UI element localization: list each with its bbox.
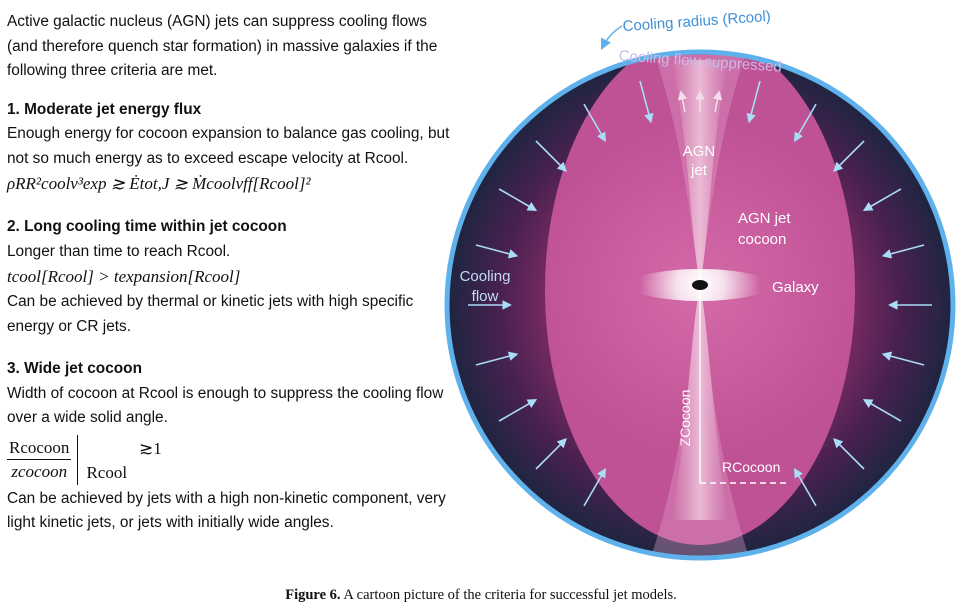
label-galaxy: Galaxy bbox=[772, 279, 819, 296]
inflow-arrow bbox=[862, 188, 902, 211]
outflow-arrow-left bbox=[677, 90, 688, 113]
criteria-text-column: Active galactic nucleus (AGN) jets can s… bbox=[7, 10, 457, 536]
inflow-arrow bbox=[498, 399, 538, 422]
label-r-cocoon: RCocoon bbox=[722, 459, 780, 475]
intro-paragraph: Active galactic nucleus (AGN) jets can s… bbox=[7, 13, 438, 79]
inflow-arrow bbox=[583, 467, 606, 507]
criterion-1-equation: ρRR²coolv³exp ≳ Ėtot,J ≳ Ṁcoolvff[Rcool]… bbox=[7, 174, 311, 193]
label-agn: AGN bbox=[683, 143, 716, 160]
criterion-3-equation: Rcocoon zcocoon Rcool ≳1 bbox=[7, 434, 457, 485]
galaxy-core bbox=[692, 280, 708, 290]
criterion-3-note: Can be achieved by jets with a high non-… bbox=[7, 489, 446, 532]
criterion-3-body: Width of cocoon at Rcool is enough to su… bbox=[7, 384, 444, 427]
inflow-arrow bbox=[794, 467, 817, 507]
outflow-arrow-right bbox=[712, 90, 723, 113]
label-cooling: Cooling bbox=[460, 268, 511, 285]
inflow-arrow bbox=[535, 438, 567, 470]
caption-label: Figure 6. bbox=[285, 587, 341, 603]
agn-jet-diagram: Cooling radius (Rcool) Cooling flow supp… bbox=[444, 8, 956, 561]
label-flow: flow bbox=[472, 288, 499, 305]
inflow-arrow bbox=[535, 140, 567, 172]
evaluation-point: Rcool bbox=[86, 462, 128, 482]
criterion-3-heading: 3. Wide jet cocoon bbox=[7, 360, 142, 377]
jet-upper-beam bbox=[672, 60, 728, 285]
label-cooling-radius: Cooling radius (Rcool) bbox=[622, 8, 771, 35]
cooling-radius-rim bbox=[444, 49, 956, 561]
criterion-1-heading: 1. Moderate jet energy flux bbox=[7, 100, 202, 118]
inflow-arrow bbox=[862, 399, 902, 422]
inflow-arrow bbox=[833, 140, 865, 172]
fraction-numerator: Rcocoon bbox=[7, 438, 72, 460]
label-jet: jet bbox=[690, 162, 708, 179]
inflow-arrow bbox=[794, 103, 817, 143]
criterion-2-heading: 2. Long cooling time within jet cocoon bbox=[7, 218, 287, 235]
caption-text: A cartoon picture of the criteria for su… bbox=[343, 587, 677, 603]
inflow-arrow bbox=[475, 351, 519, 366]
criterion-2-body: Longer than time to reach Rcool. bbox=[7, 242, 231, 260]
inflow-arrow bbox=[746, 80, 761, 124]
evaluation-bar bbox=[77, 434, 79, 485]
inflow-arrow bbox=[475, 244, 519, 259]
inflow-arrow bbox=[881, 351, 925, 366]
label-z-cocoon: ZCocoon bbox=[677, 390, 693, 447]
criterion-1-body: Enough energy for cocoon expansion to ba… bbox=[7, 125, 450, 167]
cooling-radius-pointer bbox=[600, 25, 623, 51]
inflow-arrow bbox=[583, 103, 606, 143]
inflow-arrow bbox=[639, 80, 654, 124]
fraction-relation: ≳1 bbox=[139, 438, 162, 458]
label-agn-jet-cocoon-2: cocoon bbox=[738, 231, 786, 248]
inflow-arrow bbox=[881, 244, 925, 259]
label-agn-jet-cocoon-1: AGN jet bbox=[738, 210, 791, 227]
criterion-2-equation: tcool[Rcool] > texpansion[Rcool] bbox=[7, 267, 241, 286]
cooling-flow-arrows bbox=[468, 80, 932, 507]
inflow-arrow bbox=[498, 188, 538, 211]
criterion-2-note: Can be achieved by thermal or kinetic je… bbox=[7, 293, 414, 335]
fraction-denominator: zcocoon bbox=[11, 461, 68, 481]
figure-caption: Figure 6. A cartoon picture of the crite… bbox=[0, 587, 962, 604]
inflow-arrow bbox=[833, 438, 865, 470]
